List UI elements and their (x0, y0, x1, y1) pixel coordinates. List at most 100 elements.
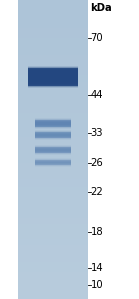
Bar (18, 144, 88, 146)
Bar (18, 227, 88, 229)
Bar (18, 202, 88, 204)
Bar (18, 250, 88, 252)
Bar (35, 148, 71, 154)
Bar (28, 69, 78, 87)
Bar (18, 92, 88, 94)
Bar (18, 91, 88, 93)
Bar (18, 98, 88, 100)
Text: 33: 33 (91, 128, 103, 138)
Bar (18, 108, 88, 110)
Bar (18, 43, 88, 45)
Bar (18, 251, 88, 253)
Bar (18, 132, 88, 134)
Bar (18, 287, 88, 289)
Bar (18, 189, 88, 191)
Bar (18, 255, 88, 257)
Bar (18, 208, 88, 210)
Bar (18, 155, 88, 156)
Bar (35, 122, 71, 129)
Bar (18, 126, 88, 128)
Bar (18, 268, 88, 270)
Bar (18, 196, 88, 198)
Bar (18, 193, 88, 195)
Bar (18, 76, 88, 78)
Bar (18, 150, 88, 152)
Bar (18, 118, 88, 120)
Bar (18, 53, 88, 55)
Bar (18, 86, 88, 88)
Bar (18, 156, 88, 158)
Bar (18, 153, 88, 155)
Bar (35, 159, 71, 164)
Bar (18, 158, 88, 159)
Bar (18, 246, 88, 248)
Text: 70: 70 (91, 33, 103, 43)
Bar (18, 68, 88, 70)
Bar (18, 28, 88, 30)
Bar (18, 56, 88, 58)
Bar (18, 62, 88, 64)
Bar (18, 289, 88, 291)
Bar (18, 25, 88, 27)
Bar (18, 84, 88, 86)
Bar (18, 285, 88, 287)
Bar (18, 207, 88, 209)
Bar (18, 213, 88, 215)
Bar (18, 161, 88, 164)
Bar (18, 231, 88, 233)
Bar (18, 280, 88, 282)
Bar (18, 292, 88, 294)
Bar (28, 67, 78, 85)
Bar (18, 119, 88, 120)
Text: 44: 44 (91, 90, 103, 100)
Bar (35, 120, 71, 127)
Bar (18, 36, 88, 38)
Bar (18, 24, 88, 26)
Bar (18, 293, 88, 295)
Bar (18, 161, 88, 162)
Bar (18, 42, 88, 44)
Bar (35, 132, 71, 138)
Bar (18, 27, 88, 29)
Bar (18, 1, 88, 3)
Bar (18, 23, 88, 25)
Bar (18, 243, 88, 245)
Bar (18, 6, 88, 8)
Bar (18, 4, 88, 6)
Bar (18, 215, 88, 217)
Bar (18, 216, 88, 218)
Bar (18, 60, 88, 62)
Bar (18, 5, 88, 7)
Bar (18, 241, 88, 243)
Bar (18, 181, 88, 183)
Bar (18, 138, 88, 141)
Bar (18, 177, 88, 179)
Bar (18, 195, 88, 197)
Bar (18, 242, 88, 244)
Bar (18, 134, 88, 135)
Bar (18, 55, 88, 57)
Bar (18, 29, 88, 31)
Bar (18, 284, 88, 286)
Bar (18, 34, 88, 36)
Bar (18, 239, 88, 241)
Bar (18, 0, 88, 2)
Bar (18, 104, 88, 106)
Bar (35, 158, 71, 163)
Bar (18, 44, 88, 46)
Bar (18, 219, 88, 221)
Bar (18, 222, 88, 224)
Bar (18, 205, 88, 207)
Bar (18, 106, 88, 108)
Bar (18, 11, 88, 13)
Bar (18, 220, 88, 222)
Bar (18, 256, 88, 258)
Bar (18, 96, 88, 98)
Bar (18, 224, 88, 226)
Bar (18, 211, 88, 213)
Bar (18, 167, 88, 170)
Bar (35, 146, 71, 152)
Bar (18, 247, 88, 249)
Text: 10: 10 (91, 280, 103, 290)
Bar (18, 260, 88, 262)
